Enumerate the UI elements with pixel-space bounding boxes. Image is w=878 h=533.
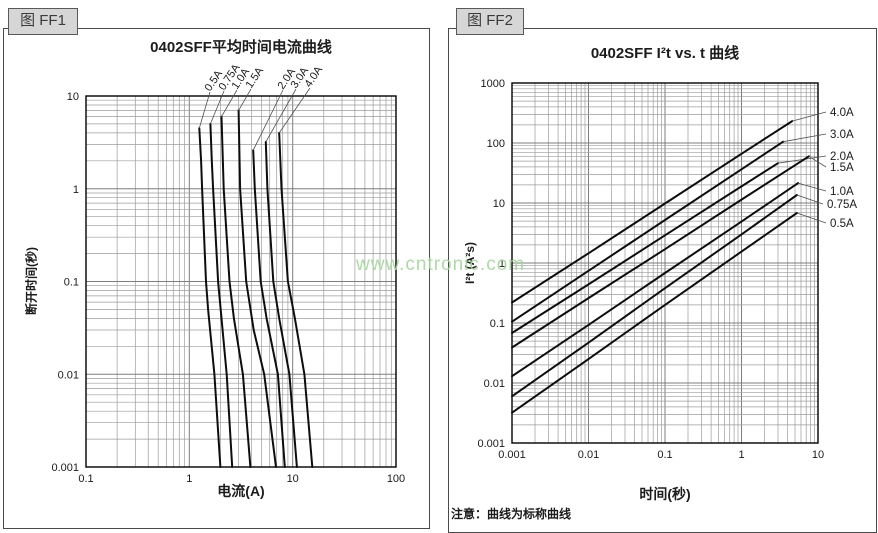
label-leader-line — [252, 89, 284, 151]
curve-label-3.0A: 3.0A — [830, 129, 854, 141]
label-leader-line — [221, 89, 238, 117]
label-leader-line — [792, 111, 827, 122]
curve-label-4.0A: 4.0A — [303, 64, 326, 90]
chart-i2t-vs-t: 0.001 0.01 0.1 1 10 1000 100 10 1 0.1 0.01 0.001 4.0… — [477, 78, 857, 461]
label-leader-line — [210, 90, 225, 125]
y-tick-label: 0.1 — [490, 318, 505, 330]
curve-0.75A — [511, 194, 798, 398]
x-tick-label: 0.01 — [578, 449, 599, 461]
y-tick-label: 1 — [73, 184, 79, 196]
y-tick-label: 1 — [499, 258, 505, 270]
x-tick-label: 0.1 — [657, 449, 672, 461]
y-tick-label: 100 — [487, 138, 505, 150]
x-tick-label: 0.1 — [78, 473, 93, 485]
chart2-x-axis-label: 时间(秒) — [639, 486, 691, 502]
curve-label-1.5A: 1.5A — [830, 162, 854, 174]
curve-3.0A — [264, 140, 298, 468]
curve-0.5A — [511, 212, 798, 414]
chart1-title: 0402SFF平均时间电流曲线 — [150, 39, 332, 56]
label-leader-line — [808, 155, 827, 168]
y-tick-label: 10 — [493, 198, 505, 210]
y-tick-label: 0.01 — [484, 378, 505, 390]
curve-0.75A — [209, 122, 234, 468]
label-leader-line — [796, 212, 827, 224]
y-tick-label: 0.1 — [64, 277, 79, 289]
curve-2.0A — [252, 149, 286, 468]
plot-border — [511, 82, 819, 444]
chart2-title: 0402SFF I²t vs. t 曲线 — [590, 45, 740, 62]
chart1-x-axis-label: 电流(A) — [217, 483, 265, 499]
nominal-curve-note: 注意：曲线为标称曲线 — [451, 507, 572, 521]
y-tick-label: 1000 — [481, 78, 505, 90]
x-tick-label: 1 — [186, 473, 192, 485]
curve-1.5A — [237, 109, 277, 468]
curve-2.0A — [511, 162, 779, 334]
curve-1.0A — [220, 115, 252, 468]
curve-label-0.75A: 0.75A — [827, 199, 857, 211]
curve-3.0A — [511, 140, 785, 323]
plot-border — [85, 95, 397, 468]
figure-tab-ff1: 图 FF1 — [8, 8, 78, 35]
panel-figure-ff1 — [3, 28, 430, 529]
chart-time-current: 0.1 1 10 1001010.10.010.0010.5A0.75A1.0A1.5… — [51, 62, 405, 485]
label-leader-line — [278, 87, 311, 134]
panel-figure-ff2 — [448, 28, 877, 533]
label-leader-line — [783, 133, 827, 143]
y-tick-label: 0.001 — [51, 462, 79, 474]
label-leader-line — [265, 88, 297, 143]
curve-label-4.0A: 4.0A — [830, 107, 854, 119]
x-tick-label: 0.001 — [498, 449, 526, 461]
curve-0.5A — [198, 127, 222, 468]
y-tick-label: 0.01 — [58, 369, 79, 381]
x-tick-label: 10 — [812, 449, 824, 461]
label-leader-line — [198, 91, 211, 129]
x-tick-label: 10 — [287, 473, 299, 485]
curve-label-0.5A: 0.5A — [830, 218, 854, 230]
curve-4.0A — [511, 120, 794, 304]
y-tick-label: 0.001 — [477, 438, 505, 450]
label-leader-line — [796, 194, 824, 205]
curve-4.0A — [278, 131, 314, 468]
curve-1.0A — [511, 182, 800, 378]
y-tick-label: 10 — [67, 91, 79, 103]
curve-label-2.0A: 2.0A — [830, 151, 854, 163]
curve-1.5A — [511, 155, 810, 349]
label-leader-line — [797, 182, 827, 192]
label-leader-line — [238, 88, 252, 111]
curve-label-1.5A: 1.5A — [244, 65, 267, 91]
x-tick-label: 100 — [387, 473, 405, 485]
curve-label-1.0A: 1.0A — [830, 186, 854, 198]
figure-tab-ff2: 图 FF2 — [456, 8, 524, 35]
x-tick-label: 1 — [738, 449, 744, 461]
